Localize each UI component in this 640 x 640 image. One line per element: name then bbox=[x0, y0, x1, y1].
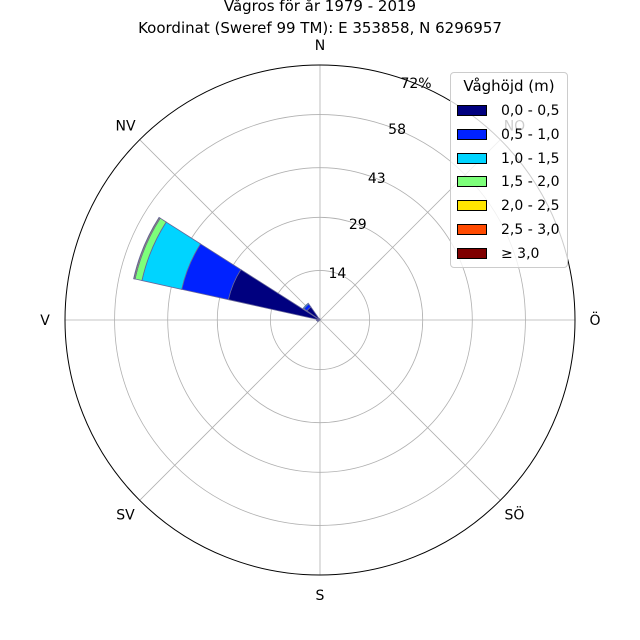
legend-item: 0,5 - 1,0 bbox=[457, 125, 567, 145]
legend-item: 0,0 - 0,5 bbox=[457, 101, 567, 121]
grid-ring bbox=[270, 270, 370, 370]
legend-item: 2,0 - 2,5 bbox=[457, 196, 567, 216]
bar-sector-3-bin-0 bbox=[316, 319, 321, 323]
grid-spoke bbox=[139, 139, 321, 321]
legend-swatch bbox=[457, 247, 487, 259]
legend-item: 2,5 - 3,0 bbox=[457, 220, 567, 240]
legend: Våghöjd (m) 0,0 - 0,5 0,5 - 1,0 1,0 - 1,5 1… bbox=[450, 72, 568, 268]
chart-subtitle: Koordinat (Sweref 99 TM): E 353858, N 62… bbox=[138, 19, 502, 37]
polar-frame bbox=[64, 64, 576, 576]
legend-label: 0,0 - 0,5 bbox=[501, 103, 560, 119]
legend-label: 1,5 - 2,0 bbox=[501, 174, 560, 191]
legend-swatch bbox=[457, 224, 487, 235]
grid-ring bbox=[216, 216, 424, 424]
legend-item: ≥ 3,0 bbox=[457, 244, 567, 264]
radial-tick-label: 29 bbox=[349, 217, 367, 233]
bar-sector-0-bin-0 bbox=[227, 269, 321, 321]
legend-item: 1,0 - 1,5 bbox=[457, 149, 567, 169]
grid-spoke bbox=[139, 319, 321, 501]
direction-label: SÖ bbox=[505, 505, 525, 523]
radial-tick-label: 43 bbox=[368, 171, 386, 187]
grid-ring bbox=[167, 167, 473, 473]
grid-spoke bbox=[319, 319, 501, 501]
legend-swatch bbox=[457, 200, 487, 212]
bar-sector-1-bin-2 bbox=[302, 302, 310, 310]
legend-swatch bbox=[457, 105, 487, 116]
direction-label: S bbox=[316, 588, 325, 604]
legend-label: 2,5 - 3,0 bbox=[501, 222, 560, 238]
bar-sector-0-bin-5 bbox=[133, 216, 160, 280]
chart-title: Vågros för år 1979 - 2019 bbox=[223, 0, 417, 15]
direction-label: N bbox=[315, 38, 325, 54]
legend-swatch bbox=[457, 128, 487, 140]
direction-label: Ö bbox=[589, 311, 600, 329]
legend-swatch bbox=[457, 176, 487, 188]
legend-swatch bbox=[457, 152, 487, 164]
radial-tick-label: 58 bbox=[388, 122, 406, 138]
direction-label: NV bbox=[116, 119, 136, 135]
legend-label: 2,0 - 2,5 bbox=[501, 198, 560, 215]
legend-label: 0,5 - 1,0 bbox=[501, 126, 560, 143]
legend-title: Våghöjd (m) bbox=[463, 77, 555, 95]
radial-tick-label: 14 bbox=[329, 266, 347, 282]
direction-label: SV bbox=[116, 507, 135, 523]
grid-ring bbox=[114, 114, 526, 526]
radial-tick-label: 72% bbox=[400, 76, 431, 92]
legend-label: 1,0 - 1,5 bbox=[501, 150, 560, 167]
direction-label: V bbox=[40, 313, 50, 329]
legend-item: 1,5 - 2,0 bbox=[457, 172, 567, 192]
legend-label: ≥ 3,0 bbox=[501, 245, 540, 262]
